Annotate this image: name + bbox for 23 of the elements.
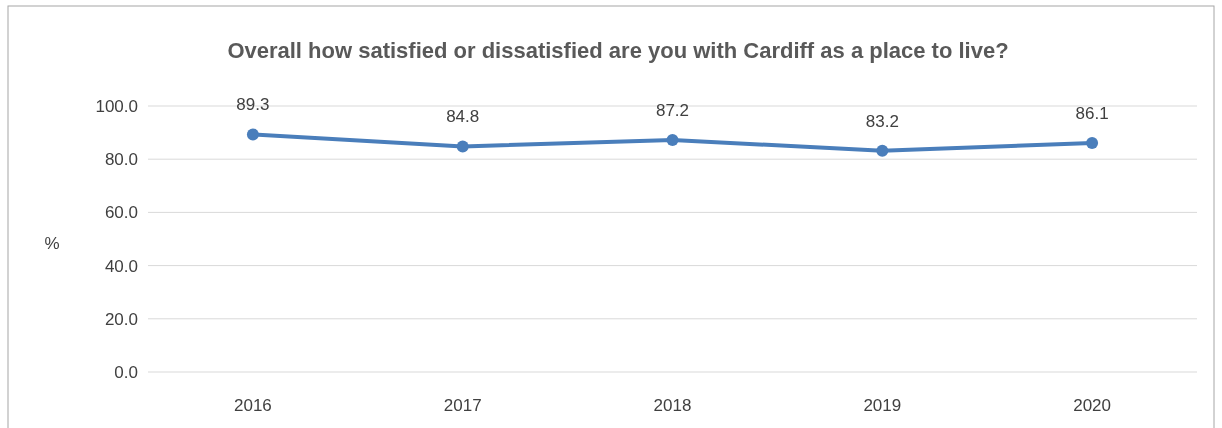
data-label: 84.8 bbox=[446, 107, 480, 127]
y-tick-label: 100.0 bbox=[95, 97, 138, 116]
chart-title: Overall how satisfied or dissatisfied are you with Cardiff as a place to live? bbox=[227, 38, 1009, 63]
y-tick-label: 20.0 bbox=[104, 309, 138, 329]
x-tick-label: 2020 bbox=[1073, 396, 1112, 415]
data-label: 86.1 bbox=[1075, 103, 1109, 123]
point bbox=[246, 128, 259, 141]
y-tick-label: 80.0 bbox=[104, 150, 138, 170]
data-label: 87.2 bbox=[655, 101, 690, 121]
y-tick-label: 60.0 bbox=[104, 203, 138, 223]
x-tick-label: 2019 bbox=[863, 396, 902, 415]
point bbox=[1086, 136, 1099, 149]
x-tick-label: 2018 bbox=[653, 396, 692, 415]
point bbox=[666, 134, 679, 147]
x-tick-label: 2016 bbox=[233, 396, 272, 415]
x-tick-label: 2017 bbox=[443, 396, 482, 415]
y-axis-title: % bbox=[44, 234, 60, 253]
y-tick-label: 0.0 bbox=[114, 363, 138, 382]
point bbox=[876, 144, 889, 157]
point bbox=[456, 140, 469, 153]
data-label: 89.3 bbox=[236, 95, 270, 115]
data-label: 83.2 bbox=[865, 111, 899, 131]
y-tick-label: 40.0 bbox=[104, 256, 138, 276]
